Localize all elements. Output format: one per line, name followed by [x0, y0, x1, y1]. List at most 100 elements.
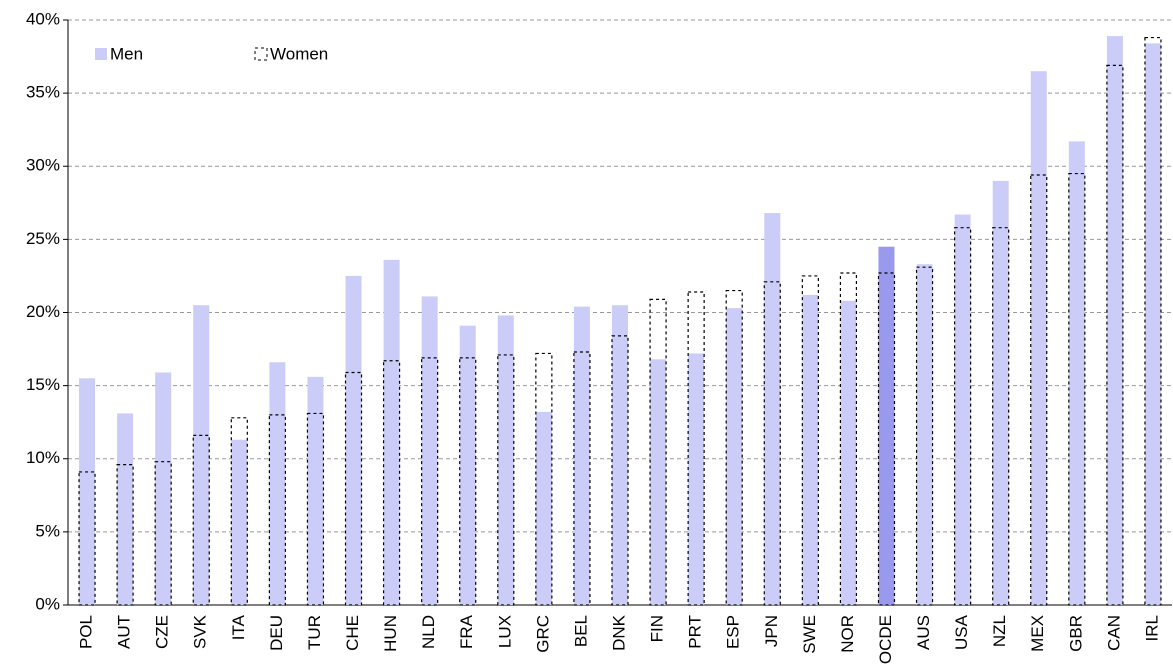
- bar: [726, 308, 743, 605]
- bar: [1068, 141, 1085, 605]
- bar-outline: [1030, 174, 1048, 606]
- bar: [269, 362, 286, 605]
- bar-outline: [1144, 36, 1162, 606]
- bar-outline: [535, 352, 553, 606]
- bar: [155, 372, 172, 605]
- y-tick-label: 0%: [35, 594, 60, 613]
- bar-outline: [268, 414, 286, 606]
- x-tick-label: CHE: [343, 615, 362, 651]
- x-tick-label: OCDE: [876, 615, 895, 664]
- bar-outline: [573, 351, 591, 606]
- bar-outline: [649, 298, 667, 606]
- legend-label: Women: [270, 44, 328, 63]
- legend-label: Men: [110, 44, 143, 63]
- x-tick-label: AUS: [914, 615, 933, 650]
- x-tick-label: CZE: [153, 615, 172, 649]
- bar-outline: [421, 357, 439, 606]
- x-tick-label: FIN: [648, 615, 667, 642]
- bar-outline: [382, 360, 401, 606]
- bar: [612, 305, 628, 605]
- x-tick-label: DNK: [609, 614, 628, 651]
- x-tick-label: HUN: [381, 615, 400, 652]
- bar: [459, 325, 476, 605]
- bar: [79, 378, 96, 605]
- bar-outline: [116, 464, 134, 606]
- bar: [688, 353, 705, 605]
- bar: [878, 246, 895, 605]
- bar: [650, 359, 667, 605]
- bar-outline: [915, 266, 934, 606]
- bar: [1030, 71, 1047, 605]
- x-tick-label: LUX: [495, 615, 514, 648]
- bar: [117, 413, 134, 605]
- bar-outline: [78, 471, 96, 606]
- y-tick-label: 15%: [26, 375, 60, 394]
- legend-swatch: [95, 48, 107, 60]
- bar-outline: [611, 335, 629, 606]
- bar: [992, 180, 1009, 605]
- bar-outline: [459, 357, 477, 606]
- x-tick-label: POL: [77, 615, 96, 649]
- x-tick-label: CAN: [1104, 615, 1123, 651]
- bar-outline: [839, 272, 858, 606]
- x-tick-label: NLD: [419, 615, 438, 649]
- x-tick-label: FRA: [457, 614, 476, 649]
- y-tick-label: 40%: [26, 9, 60, 28]
- y-tick-label: 10%: [26, 448, 60, 467]
- x-tick-label: USA: [952, 614, 971, 650]
- bar: [802, 294, 819, 605]
- x-tick-label: NOR: [838, 615, 857, 653]
- x-tick-label: MEX: [1028, 615, 1047, 652]
- x-tick-label: AUT: [115, 615, 134, 649]
- bar: [573, 306, 590, 605]
- bar-outline: [192, 434, 210, 606]
- bar-outline: [1068, 172, 1086, 606]
- bar-outline: [725, 289, 743, 606]
- bar-outline: [877, 272, 896, 606]
- bar: [954, 214, 971, 605]
- x-tick-label: SWE: [800, 615, 819, 654]
- x-tick-label: ITA: [229, 614, 248, 640]
- y-tick-label: 25%: [26, 229, 60, 248]
- x-tick-label: ESP: [724, 615, 743, 649]
- y-tick-label: 20%: [26, 302, 60, 321]
- bar: [345, 275, 362, 605]
- x-tick-label: JPN: [762, 615, 781, 647]
- bar-outline: [497, 354, 515, 606]
- x-tick-label: IRL: [1142, 615, 1161, 641]
- bar: [193, 305, 210, 605]
- bar-outline: [687, 291, 705, 606]
- x-tick-label: SVK: [191, 614, 210, 649]
- y-tick-label: 35%: [26, 83, 60, 102]
- bar: [916, 264, 933, 605]
- x-tick-label: GBR: [1066, 615, 1085, 652]
- x-tick-label: NZL: [990, 615, 1009, 647]
- bar: [764, 213, 781, 606]
- bar: [1106, 36, 1123, 605]
- bar-outline: [306, 412, 325, 606]
- bar-outline: [992, 227, 1010, 606]
- x-tick-label: PRT: [686, 615, 705, 649]
- x-tick-label: GRC: [533, 615, 552, 653]
- bar-outline: [801, 275, 819, 606]
- bar: [383, 259, 400, 605]
- bar: [421, 296, 438, 605]
- bar-outline: [230, 417, 248, 606]
- bar: [231, 439, 248, 605]
- y-tick-label: 5%: [35, 521, 60, 540]
- bar-outline: [954, 227, 972, 606]
- bar: [307, 376, 324, 605]
- y-tick-label: 30%: [26, 156, 60, 175]
- bar: [497, 315, 514, 605]
- bar: [535, 411, 552, 605]
- bar-outline: [154, 461, 172, 606]
- bar: [840, 300, 857, 605]
- bar-outline: [763, 281, 781, 606]
- x-tick-label: BEL: [571, 615, 590, 647]
- legend-swatch: [254, 47, 268, 61]
- bar: [1144, 43, 1161, 605]
- x-tick-label: TUR: [305, 615, 324, 650]
- bar-outline: [1106, 64, 1124, 606]
- bar-outline: [344, 371, 363, 606]
